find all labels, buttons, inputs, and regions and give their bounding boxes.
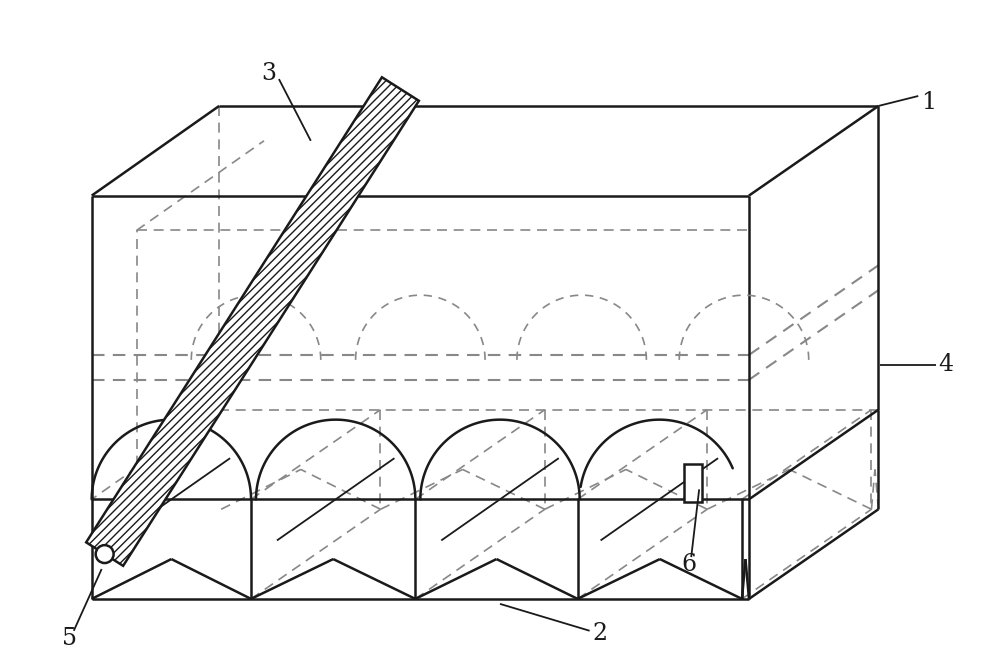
Bar <box>684 464 702 502</box>
Polygon shape <box>86 77 419 566</box>
Text: 5: 5 <box>62 627 77 651</box>
Text: 4: 4 <box>939 353 954 377</box>
Text: 6: 6 <box>682 553 697 576</box>
Text: 1: 1 <box>921 92 936 115</box>
Text: 2: 2 <box>592 622 607 645</box>
Text: 3: 3 <box>261 62 276 84</box>
Circle shape <box>96 545 114 563</box>
